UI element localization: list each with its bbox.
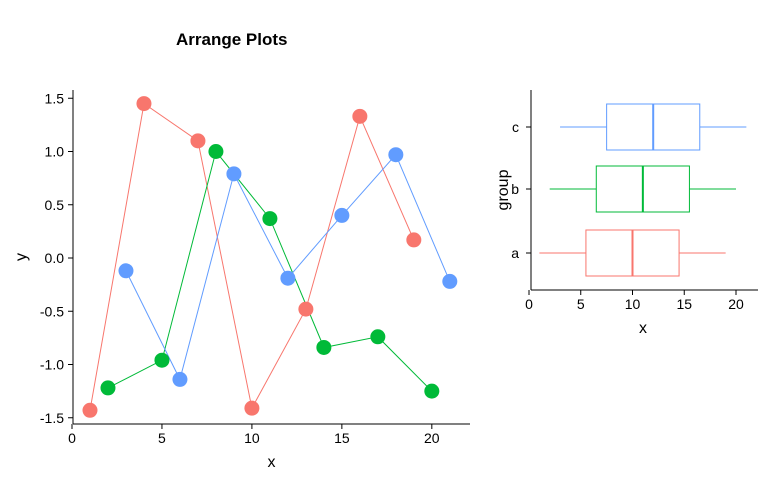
y-tick-label: 1.0: [45, 144, 65, 160]
x-tick-label: 15: [334, 430, 350, 446]
x-tick-label: 20: [424, 430, 440, 446]
axis-ticks: 0 5 10 15 20 a b c: [511, 119, 744, 312]
x-tick-label: 0: [525, 296, 533, 312]
data-point: [316, 339, 332, 355]
box-b: [549, 165, 736, 213]
data-point: [190, 133, 206, 149]
y-tick-label: 0.5: [45, 197, 65, 213]
data-point: [226, 166, 242, 182]
series-line: [89, 102, 415, 411]
x-tick-label: 5: [158, 430, 166, 446]
scatter-plot: 0 5 10 15 20 -1.5 -1.0 -0.5 0.0 0.5 1.0 1.5 x y: [13, 90, 470, 471]
page-title: Arrange Plots: [176, 30, 288, 49]
data-point: [388, 147, 404, 163]
y-tick-label: -1.0: [40, 357, 64, 373]
x-tick-label: 0: [68, 430, 76, 446]
data-point: [442, 273, 458, 289]
box-rect: [585, 229, 680, 277]
data-point: [424, 383, 440, 399]
data-point: [334, 207, 350, 223]
series-line: [125, 153, 451, 381]
data-point: [154, 352, 170, 368]
y-tick-label: -0.5: [40, 303, 64, 319]
axis-ticks: 0 5 10 15 20 -1.5 -1.0 -0.5 0.0 0.5 1.0 1.5: [40, 90, 440, 446]
data-point: [244, 400, 260, 416]
y-axis-label: group: [495, 169, 512, 210]
y-tick-label: a: [511, 245, 519, 261]
data-point: [262, 211, 278, 227]
x-tick-label: 20: [728, 296, 744, 312]
x-tick-label: 10: [244, 430, 260, 446]
y-tick-label: c: [512, 119, 519, 135]
x-tick-label: 10: [625, 296, 641, 312]
x-axis-label: x: [268, 454, 276, 471]
box-rect: [606, 103, 701, 151]
data-point: [208, 144, 224, 159]
data-point: [100, 380, 116, 396]
box-c: [560, 103, 747, 151]
box-a: [539, 229, 726, 277]
y-tick-label: -1.5: [40, 410, 64, 426]
y-tick-label: 1.5: [45, 90, 65, 106]
data-point: [406, 232, 422, 248]
data-point: [172, 371, 188, 387]
y-tick-label: 0.0: [45, 250, 65, 266]
y-axis-label: y: [13, 253, 30, 261]
data-point: [370, 329, 386, 345]
data-point: [82, 402, 98, 418]
x-tick-label: 5: [577, 296, 585, 312]
box-rect: [595, 165, 690, 213]
y-tick-label: b: [511, 181, 519, 197]
boxes: [539, 103, 747, 277]
data-point: [352, 108, 368, 124]
x-axis-label: x: [639, 320, 647, 337]
x-tick-label: 15: [676, 296, 692, 312]
data-point: [136, 96, 152, 112]
data-point: [118, 263, 134, 279]
data-point: [298, 301, 314, 317]
data-point: [280, 270, 296, 286]
series-points: [82, 96, 458, 418]
